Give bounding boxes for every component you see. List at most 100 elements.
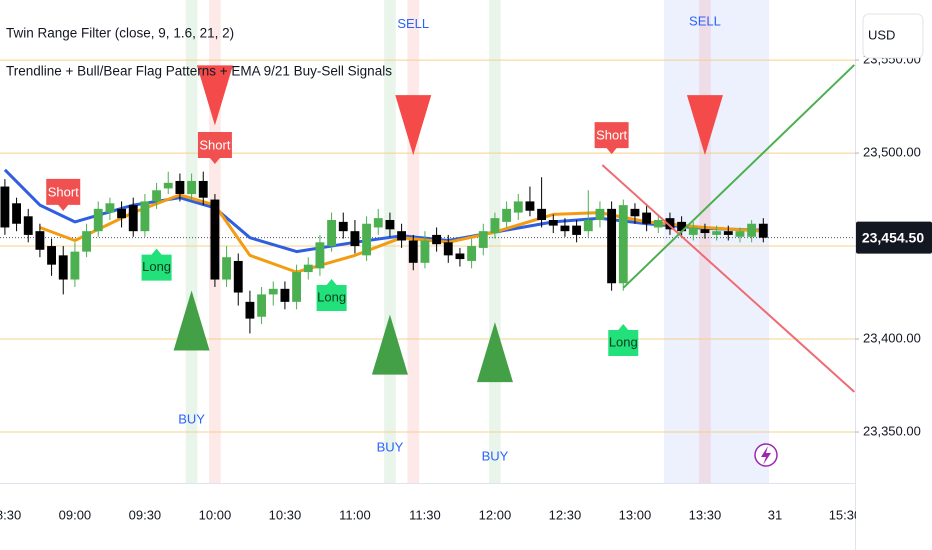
candle-body <box>292 272 302 302</box>
short-label-text: Short <box>48 184 79 199</box>
candle-body <box>677 221 687 232</box>
candle-body <box>245 301 255 319</box>
short-label-text: Short <box>596 128 627 143</box>
candle-body <box>0 186 10 228</box>
candle-body <box>128 205 138 232</box>
candle-body <box>93 208 103 232</box>
candle-body <box>23 216 33 235</box>
candle-body <box>385 220 395 230</box>
candle-body <box>152 190 162 202</box>
sell-arrow <box>395 95 432 156</box>
y-tick-label: 23,500.00 <box>863 145 921 160</box>
y-tick-label: 23,400.00 <box>863 330 921 345</box>
x-tick-label: 13:00 <box>619 507 652 522</box>
trendline <box>601 164 855 393</box>
candle-body <box>572 225 582 235</box>
candle-body <box>653 220 663 228</box>
long-label-box <box>316 278 347 311</box>
candle-body <box>373 218 383 228</box>
candle-body <box>502 208 512 222</box>
x-tick-label: 12:30 <box>549 507 582 522</box>
candle-body <box>723 231 733 235</box>
candle-body <box>105 203 115 213</box>
candle-body <box>525 201 535 211</box>
signal-text: BUY <box>482 449 509 464</box>
currency-label: USD <box>868 27 895 42</box>
signal-text: BUY <box>377 439 404 454</box>
candle-body <box>490 218 500 234</box>
candle-body <box>12 203 22 224</box>
candle-body <box>70 251 80 280</box>
candle-body <box>35 231 45 250</box>
candle-body <box>82 231 92 252</box>
candle-body <box>513 201 523 213</box>
candle-body <box>210 199 220 280</box>
candle-body <box>397 231 407 241</box>
last-price-box <box>856 221 932 254</box>
candle-body <box>712 231 722 235</box>
plot-area: Short Short Short Long Long Long BUY BUY BUY SELL… <box>0 0 855 483</box>
candle-body <box>327 220 337 247</box>
short-label-text: Short <box>199 137 230 152</box>
candle-body <box>268 288 278 295</box>
indicator-legend: Trendline + Bull/Bear Flag Patterns + EM… <box>6 64 392 79</box>
buy-band <box>489 0 501 483</box>
candle-body <box>362 223 372 256</box>
x-tick-label: 10:30 <box>269 507 302 522</box>
candle-body <box>47 246 57 265</box>
x-tick-label: 10:00 <box>199 507 232 522</box>
long-label-text: Long <box>317 289 346 304</box>
candle-body <box>478 231 488 248</box>
candle-body <box>665 218 675 230</box>
long-label-box <box>608 323 639 356</box>
candle-body <box>432 234 442 245</box>
x-tick-label: 09:30 <box>129 507 162 522</box>
signal-text: SELL <box>689 13 721 28</box>
candle-body <box>548 220 558 226</box>
short-label-box <box>594 122 629 155</box>
candle-body <box>350 231 360 247</box>
x-tick-label: 09:00 <box>59 507 92 522</box>
candle-body <box>222 257 232 280</box>
x-tick-label: 31 <box>768 507 782 522</box>
candle-body <box>140 201 150 232</box>
buy-band <box>185 0 198 483</box>
sell-arrow <box>196 65 233 126</box>
x-tick-label: 13:30 <box>689 507 722 522</box>
x-tick-label: 08:30 <box>0 507 21 522</box>
x-tick-label: 12:00 <box>479 507 512 522</box>
candle-body <box>338 221 348 232</box>
candle-body <box>198 180 208 198</box>
candle-body <box>257 294 267 317</box>
buy-arrow <box>476 322 513 383</box>
price-axis-bg <box>855 0 932 550</box>
candle-body <box>233 260 243 293</box>
alert-icon-bolt <box>761 446 771 465</box>
candle-body <box>187 180 197 194</box>
candle-body <box>303 264 313 273</box>
currency-box <box>862 13 924 59</box>
candle-body <box>735 231 745 237</box>
candle-body <box>175 180 185 194</box>
buy-arrow <box>173 290 210 351</box>
candle-body <box>747 223 757 237</box>
signal-text: BUY <box>178 411 205 426</box>
candle-body <box>467 246 477 261</box>
candle-body <box>455 253 465 260</box>
candle-body <box>595 208 605 221</box>
long-label-text: Long <box>142 259 171 274</box>
indicator-legend: Twin Range Filter (close, 9, 1.6, 21, 2) <box>6 26 234 41</box>
sell-arrow <box>686 95 723 156</box>
candle-body <box>642 212 652 224</box>
trendline <box>622 64 855 289</box>
candle-body <box>688 227 698 235</box>
candle-body <box>163 182 173 189</box>
x-tick-label: 11:30 <box>409 507 441 522</box>
signal-text: SELL <box>397 16 429 31</box>
long-label-text: Long <box>609 334 638 349</box>
short-label-box <box>46 178 81 211</box>
candle-body <box>420 240 430 263</box>
x-tick-label: 15:30 <box>829 507 862 522</box>
